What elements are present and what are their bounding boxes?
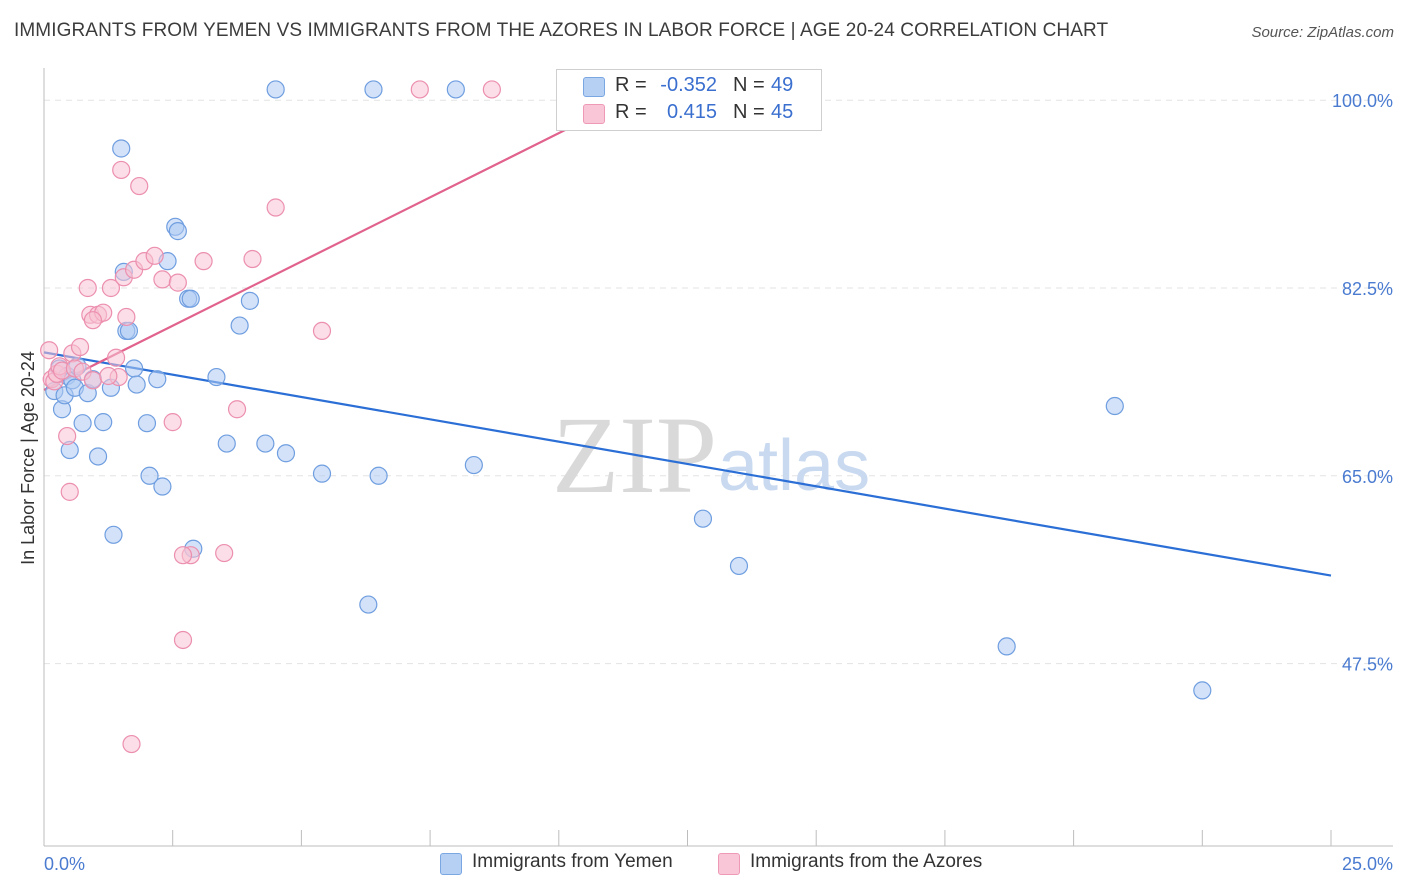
point-yemen [104,525,123,544]
point-azores [117,307,136,327]
correlation-legend: R = -0.352 N = 49 R = 0.415 N = 45 [556,69,822,131]
legend-row-yemen: R = -0.352 N = 49 [557,74,821,100]
point-yemen [94,413,113,432]
point-yemen [137,414,157,433]
point-azores [168,273,187,292]
x-tick-label-max: 25.0% [1342,854,1393,874]
y-tick-label: 65.0% [1342,467,1393,487]
legend-swatch-azores [583,104,605,124]
point-azores [482,80,501,99]
point-yemen [1193,681,1212,700]
y-tick-label: 47.5% [1342,655,1393,675]
point-azores [101,278,121,298]
source-credit: Source: ZipAtlas.com [1251,24,1394,41]
scatter-points [40,80,1212,754]
legend-n-label: N = [733,101,765,123]
point-azores [410,80,429,99]
legend-r-value: 0.415 [666,101,717,123]
watermark-atlas: atlas [718,426,870,506]
point-yemen [256,434,275,453]
point-azores [145,246,164,265]
series-legend: Immigrants from Yemen Immigrants from th… [0,851,1406,879]
point-azores [58,426,77,446]
point-azores [83,311,103,330]
point-yemen [148,370,167,389]
point-azores [70,337,90,357]
legend-r-value: -0.352 [660,74,717,96]
trend-line-yemen [43,351,1332,577]
gridlines [44,99,1393,665]
point-azores [106,348,126,367]
point-yemen [112,139,131,158]
y-tick-label: 100.0% [1332,91,1393,111]
series-legend-label-yemen: Immigrants from Yemen [472,851,673,872]
legend-swatch-yemen [583,77,605,97]
point-azores [312,321,332,341]
point-yemen [693,509,713,528]
legend-n-label: N = [733,74,765,96]
series-legend-swatch-azores [718,853,740,875]
axes [43,68,1393,847]
point-yemen [359,595,378,614]
point-yemen [240,291,260,310]
point-yemen [181,289,200,308]
legend-r-label: R = [615,74,647,96]
point-yemen [140,466,159,485]
point-yemen [997,637,1016,656]
point-yemen [276,444,296,463]
point-yemen [168,222,187,241]
point-azores [83,371,103,390]
legend-n-value: 45 [771,101,794,123]
point-azores [99,366,118,386]
point-azores [40,341,59,360]
point-yemen [207,367,226,387]
point-azores [227,400,247,419]
point-yemen [153,477,172,496]
legend-n-value: 49 [771,74,794,96]
y-tick-label: 82.5% [1342,279,1393,299]
trend-lines [43,88,1332,577]
point-azores [163,413,182,432]
point-azores [173,546,193,565]
point-yemen [369,466,388,485]
legend-r-label: R = [615,101,647,123]
point-azores [78,278,97,298]
series-legend-swatch-yemen [440,853,462,875]
page-title: IMMIGRANTS FROM YEMEN VS IMMIGRANTS FROM… [14,20,1109,41]
point-azores [153,270,172,289]
point-yemen [88,447,108,466]
point-yemen [446,80,465,99]
series-legend-label-azores: Immigrants from the Azores [750,851,983,872]
point-yemen [312,464,332,483]
point-yemen [124,359,144,378]
point-azores [266,198,285,217]
point-azores [112,160,131,180]
point-yemen [266,80,285,99]
point-azores [130,176,149,196]
point-yemen [464,455,483,475]
point-yemen [217,434,236,453]
point-azores [173,630,193,650]
y-axis-label: In Labor Force | Age 20-24 [18,351,38,565]
point-yemen [230,316,249,335]
point-azores [122,734,141,754]
point-yemen [729,556,749,576]
point-yemen [364,80,383,99]
point-azores [243,249,262,269]
watermark: ZIP atlas [552,394,870,516]
point-azores [215,543,234,563]
point-azores [194,252,213,271]
trend-line-azores [43,88,647,391]
legend-row-azores: R = 0.415 N = 45 [557,101,821,127]
point-yemen [73,414,92,433]
point-yemen [127,375,146,394]
point-azores [60,482,79,501]
point-yemen [1105,396,1124,416]
y-tick-labels: 100.0% 82.5% 65.0% 47.5% [1332,91,1393,674]
x-tick-label-min: 0.0% [44,854,85,874]
